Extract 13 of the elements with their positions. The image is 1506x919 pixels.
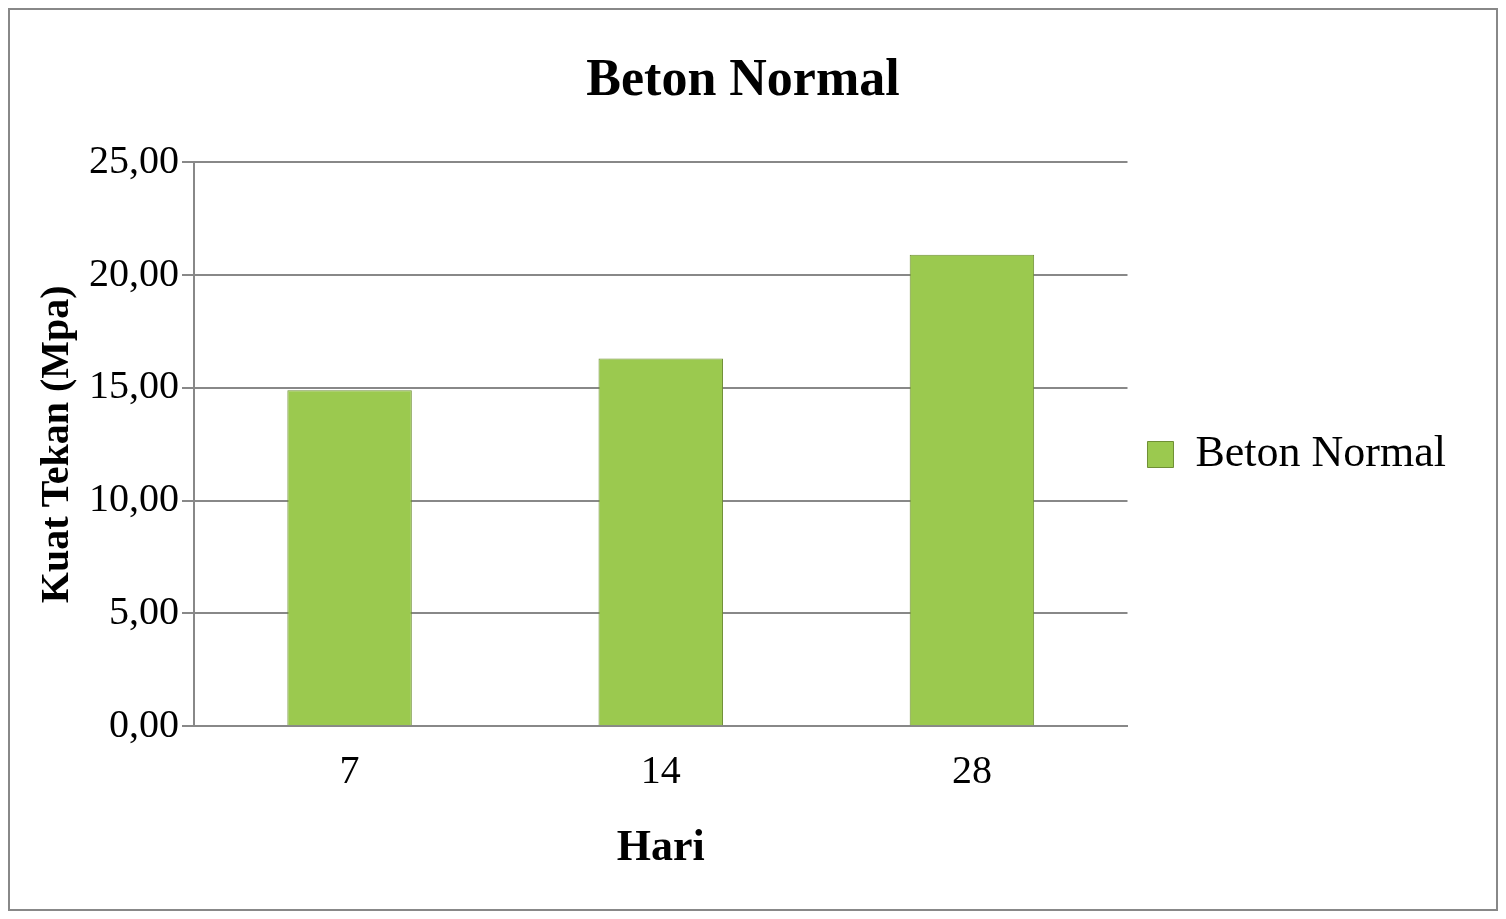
x-tick-label: 28 — [951, 746, 992, 792]
x-tick-label: 14 — [640, 746, 681, 792]
y-axis-title: Kuat Tekan (Mpa) — [32, 285, 78, 604]
x-tick-label: 7 — [339, 746, 360, 792]
y-tick-label: 15,00 — [89, 362, 179, 408]
legend-label: Beton Normal — [1195, 427, 1447, 477]
y-tick-label: 20,00 — [89, 249, 179, 295]
y-tick-label: 25,00 — [89, 136, 179, 182]
y-tick-label: 5,00 — [109, 587, 179, 633]
y-tick-label: 0,00 — [109, 700, 179, 746]
x-axis-title: Hari — [616, 820, 705, 870]
chart-title: Beton Normal — [586, 48, 900, 106]
y-tick-label: 10,00 — [89, 475, 179, 521]
